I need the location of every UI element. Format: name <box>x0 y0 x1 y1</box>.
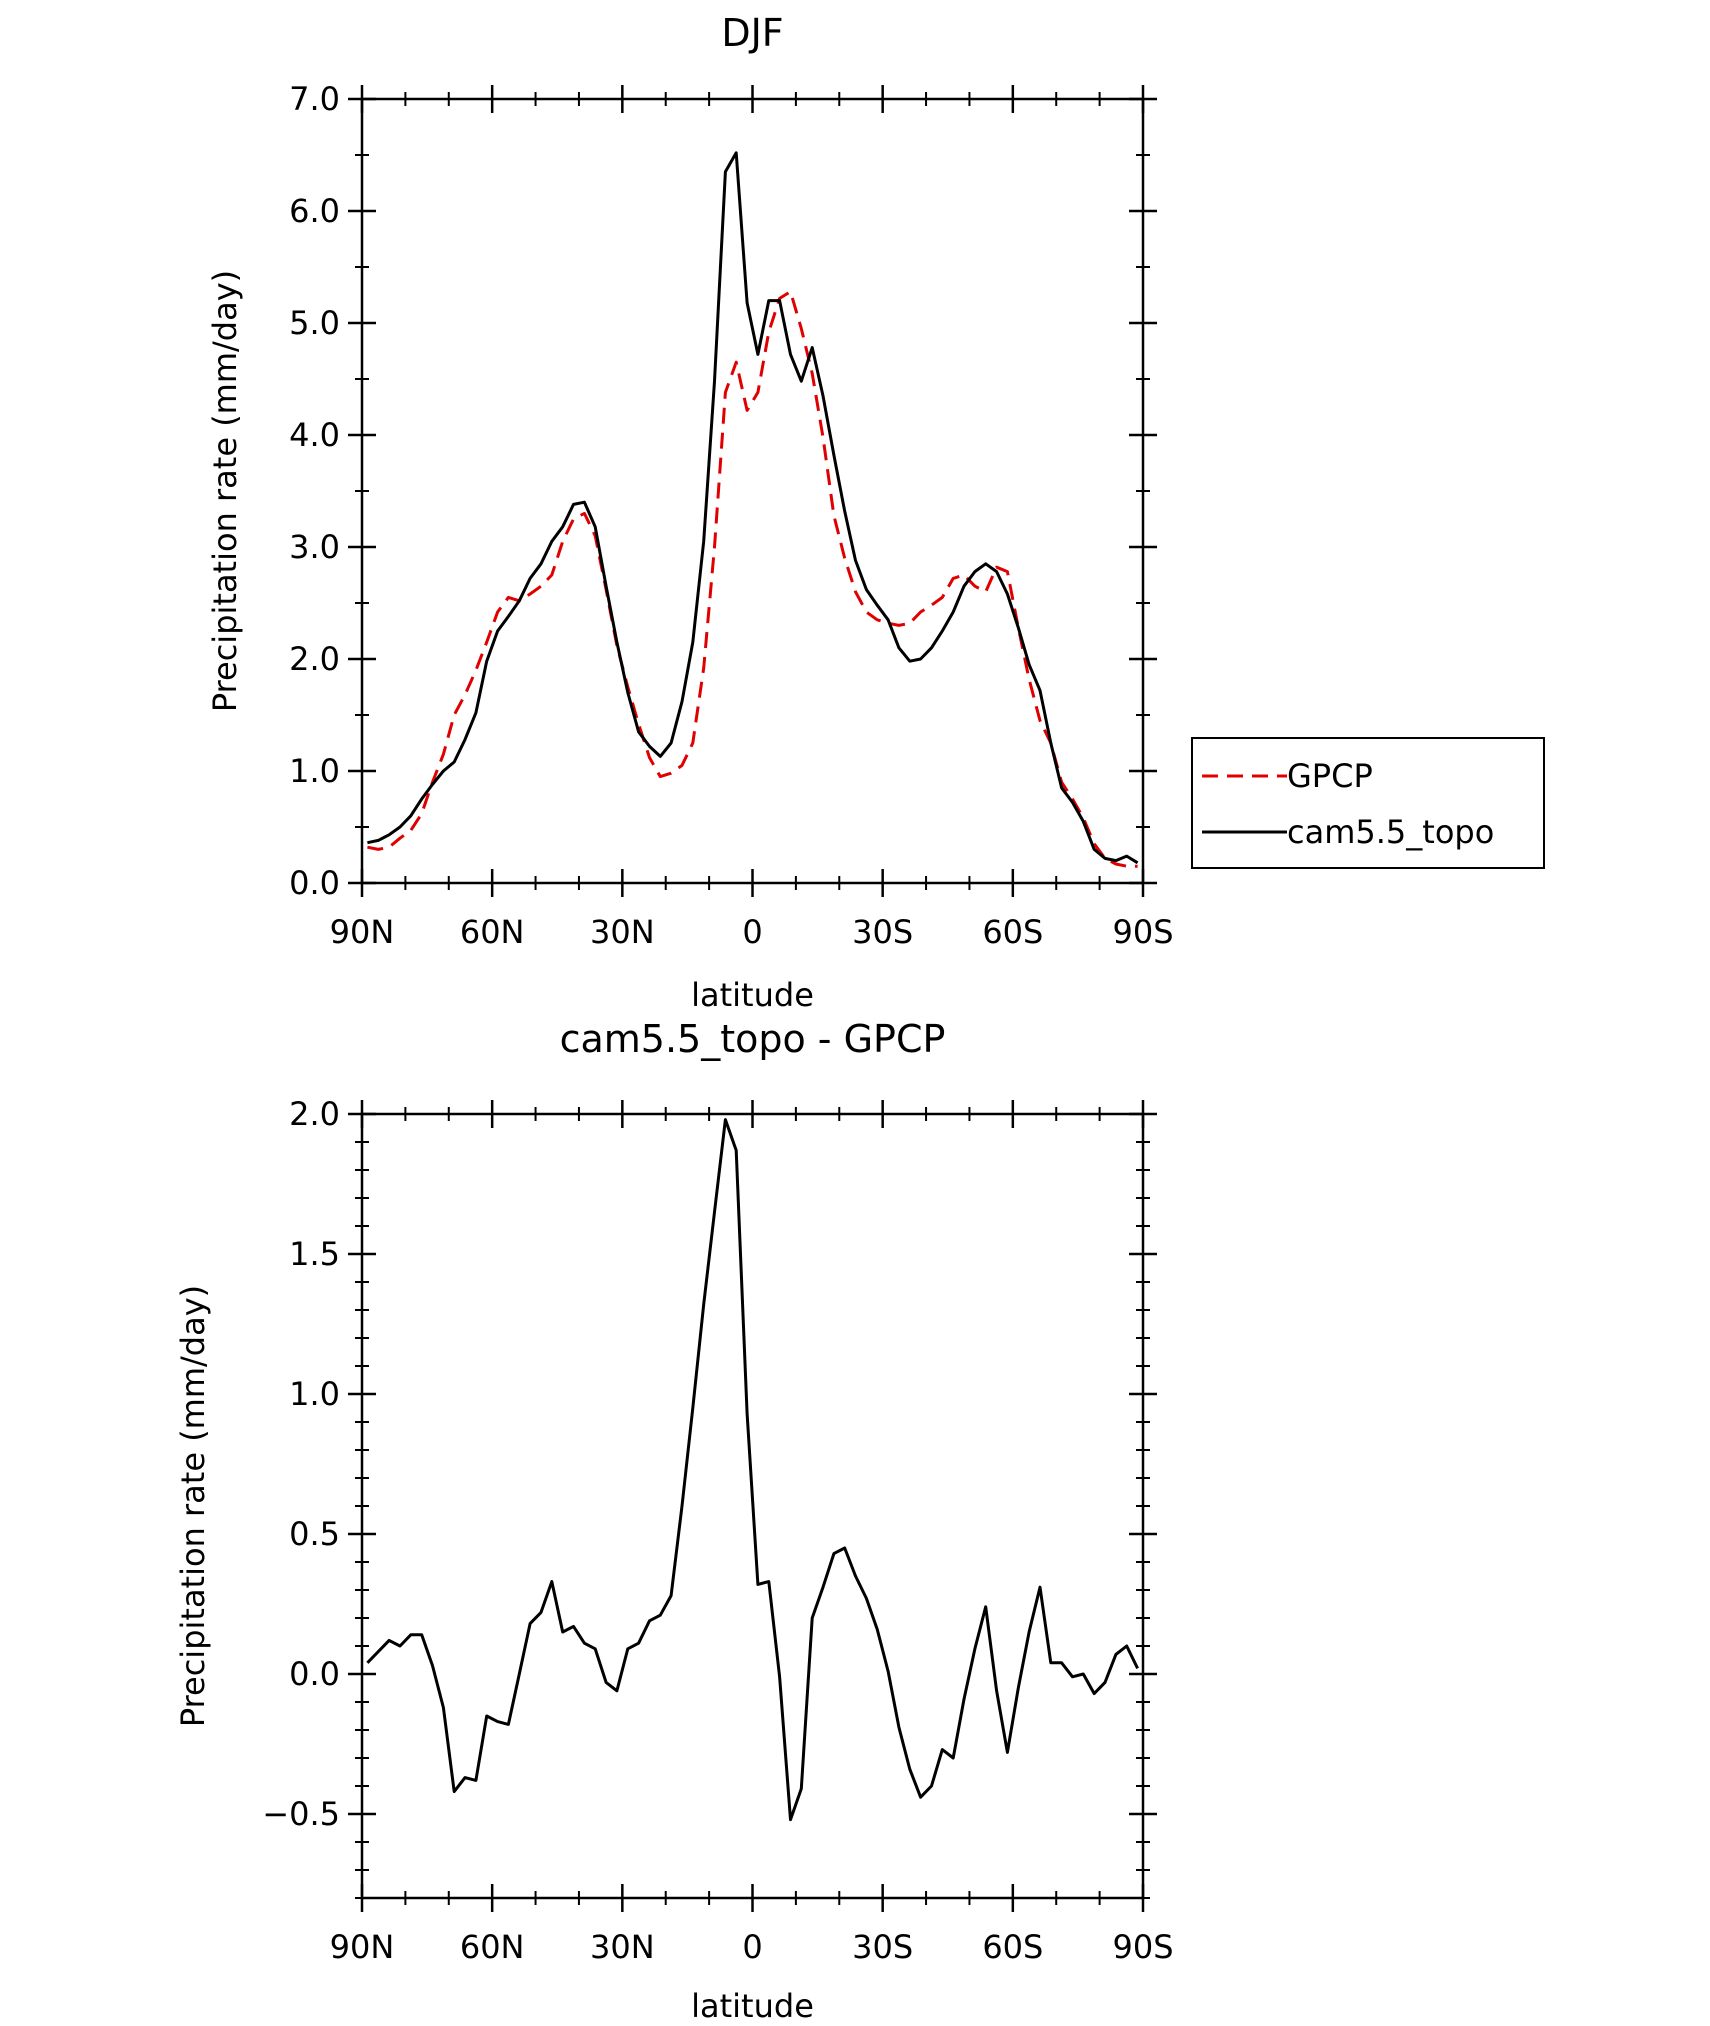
x-tick-label: 90N <box>330 1928 395 1966</box>
x-tick-label: 90N <box>330 913 395 951</box>
y-tick-label: 5.0 <box>289 304 340 342</box>
x-tick-label: 90S <box>1112 913 1173 951</box>
y-tick-label: 6.0 <box>289 192 340 230</box>
y-axis-label: Precipitation rate (mm/day) <box>206 270 244 712</box>
series-line-difference <box>366 1118 1139 1822</box>
legend-box <box>1191 737 1545 869</box>
y-axis-label: Precipitation rate (mm/day) <box>174 1285 212 1727</box>
y-tick-label: 2.0 <box>289 1095 340 1133</box>
x-tick-label: 30S <box>852 1928 913 1966</box>
legend-entry: GPCP <box>1287 757 1373 795</box>
chart-title: cam5.5_topo - GPCP <box>560 1017 946 1061</box>
plot-frame <box>360 97 1145 885</box>
legend: GPCP cam5.5_topo <box>1191 737 1545 869</box>
y-tick-label: 7.0 <box>289 80 340 118</box>
series-line-cam5-5-topo <box>367 151 1139 865</box>
x-tick-label: 30S <box>852 913 913 951</box>
series-line-gpcp <box>367 290 1138 868</box>
y-tick-label: 0.0 <box>289 1655 340 1693</box>
x-tick-label: 60S <box>982 913 1043 951</box>
x-tick-label: 0 <box>742 1928 762 1966</box>
y-tick-label: 0.0 <box>289 864 340 902</box>
y-tick-label: 0.5 <box>289 1515 340 1553</box>
x-tick-label: 30N <box>590 913 655 951</box>
x-tick-label: 60N <box>460 1928 525 1966</box>
y-tick-label: 4.0 <box>289 416 340 454</box>
y-tick-label: 1.5 <box>289 1235 340 1273</box>
y-tick-label: 3.0 <box>289 528 340 566</box>
y-tick-label: 2.0 <box>289 640 340 678</box>
legend-entry: cam5.5_topo <box>1287 813 1494 851</box>
x-tick-label: 90S <box>1112 1928 1173 1966</box>
x-tick-label: 30N <box>590 1928 655 1966</box>
y-tick-label: 1.0 <box>289 752 340 790</box>
x-axis-label: latitude <box>691 976 814 1014</box>
x-axis-label: latitude <box>691 1987 814 2021</box>
chart-title: DJF <box>721 11 783 55</box>
panel-djf: DJF 0.0 1.0 2.0 3.0 4.0 5.0 6.0 7.0 90N 60N 30N 0 30S… <box>206 11 1545 1014</box>
x-tick-label: 60N <box>460 913 525 951</box>
panel-difference: cam5.5_topo - GPCP −0.5 0.0 0.5 1.0 1.5 2.0 90N… <box>174 1017 1174 2025</box>
y-tick-label: −0.5 <box>262 1795 340 1833</box>
y-tick-label: 1.0 <box>289 1375 340 1413</box>
x-tick-label: 0 <box>742 913 762 951</box>
x-tick-label: 60S <box>982 1928 1043 1966</box>
